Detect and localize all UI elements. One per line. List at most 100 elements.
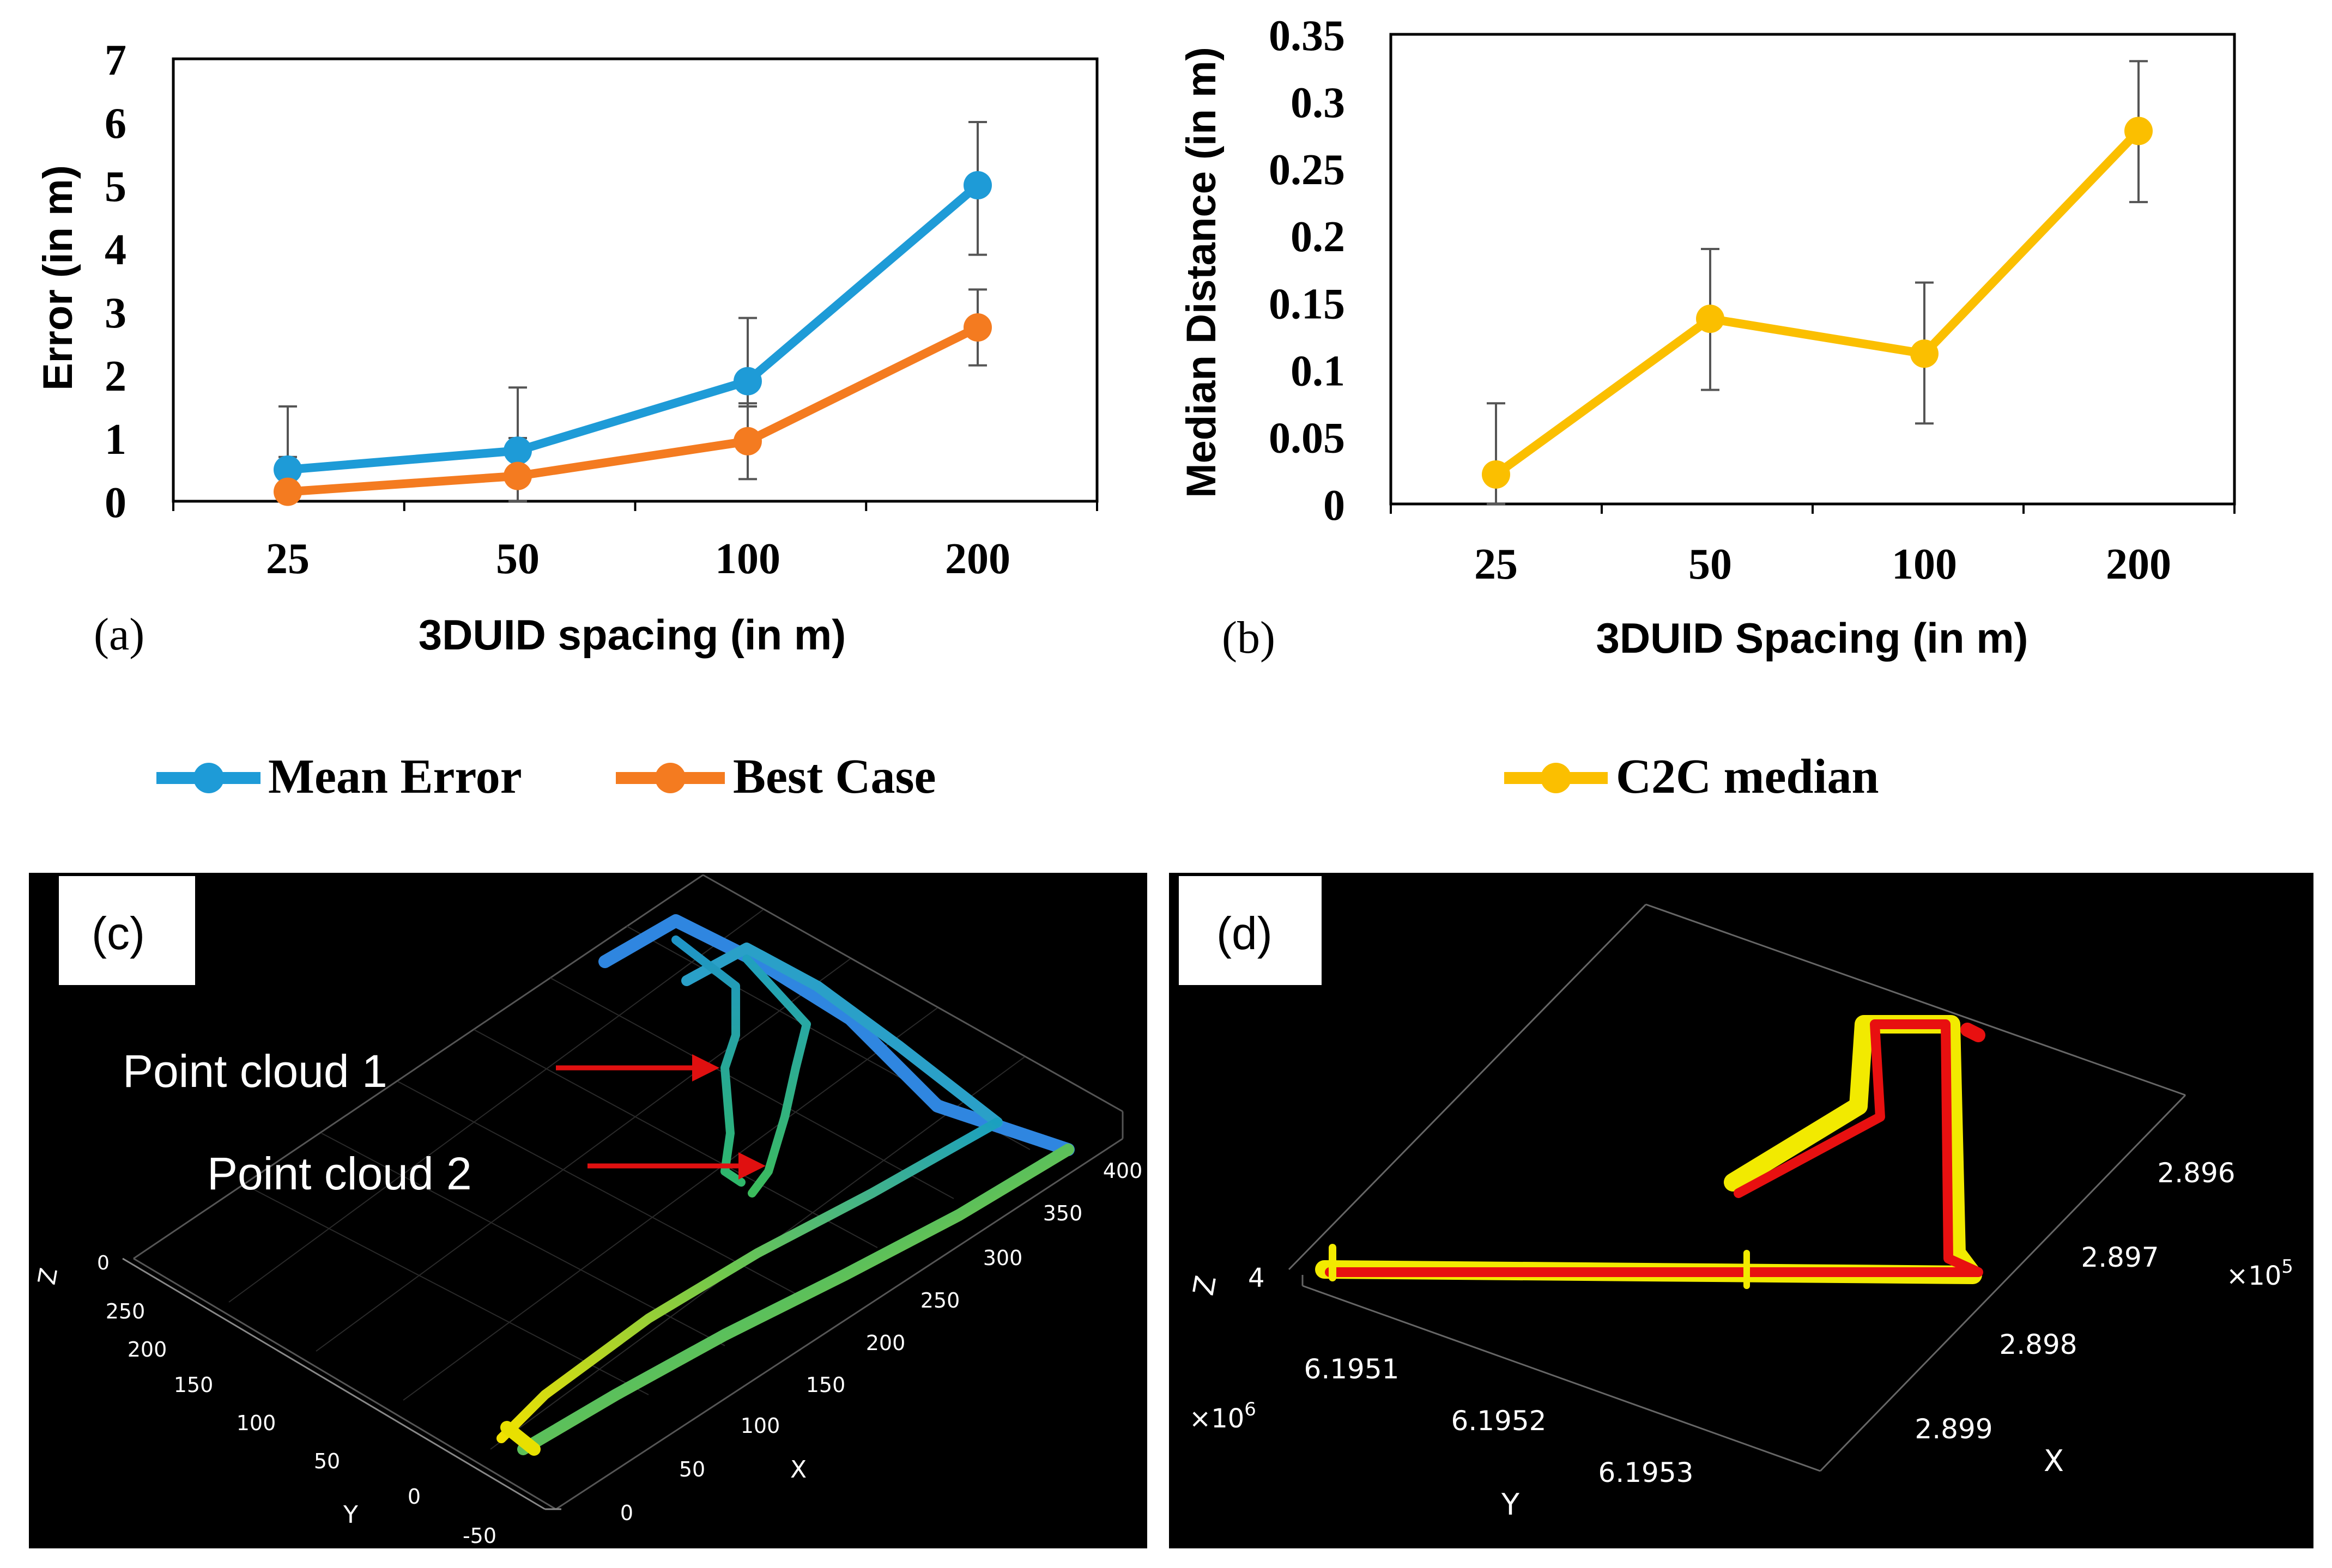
chart-a-ytick-label: 0: [105, 479, 126, 527]
chart-a-xtick-label: 50: [496, 535, 540, 583]
panel-c-x-tick-label: 300: [983, 1246, 1023, 1270]
legend-marker-c2c-median: [1541, 763, 1571, 793]
series-line-c2c-median: [1492, 126, 2143, 479]
panel-label-c-box: [59, 876, 195, 985]
panel-label-d-box: [1179, 876, 1322, 985]
chart-b-ylabel: Median Distance (in m): [1178, 47, 1225, 498]
panel-d-x-tick-label: 2.898: [1999, 1329, 2077, 1360]
annotation-arrows: [556, 1054, 766, 1180]
chart-a-ytick-label: 7: [105, 37, 126, 84]
branch-2: [742, 955, 811, 1198]
data-point-c2c-median: [1696, 305, 1724, 333]
panel-c-x-tick-label: 50: [679, 1457, 705, 1481]
panel-c-y-tick-label: 150: [174, 1373, 214, 1397]
point-cloud-plot-d: (d) Z 4 ×106 ×105 Y X 6.19516.19526.1953…: [1169, 873, 2313, 1548]
point-cloud-plot-c: Point cloud 1 Point cloud 2 (c) Z 0 Y X …: [29, 873, 1147, 1548]
chart-b-ytick-label: 0.15: [1269, 280, 1345, 328]
panel-c-x-tick-label: 350: [1043, 1201, 1083, 1225]
panel-c-y-tick-label: 100: [237, 1411, 276, 1435]
data-point-best-case: [274, 477, 302, 506]
data-point-c2c-median: [1482, 460, 1510, 489]
panel-c-y-tick-label: -50: [463, 1524, 496, 1548]
chart-a-xlabel: 3DUID spacing (in m): [419, 611, 846, 659]
annotation-point-cloud-2: Point cloud 2: [207, 1148, 472, 1199]
panel-d-x-tick-label: 2.897: [2081, 1242, 2159, 1273]
panel-c-y-tick-label: 0: [408, 1485, 421, 1509]
panel-d-y-multiplier: ×106: [1189, 1399, 1256, 1434]
data-point-c2c-median: [1910, 339, 1939, 368]
data-point-best-case: [964, 313, 992, 342]
panel-d-x-multiplier: ×105: [2226, 1256, 2293, 1291]
chart-b-ytick-label: 0.1: [1291, 348, 1345, 396]
chart-a-xtick-label: 200: [945, 535, 1010, 583]
data-point-mean-error: [964, 171, 992, 199]
legend: Mean Error Best Case C2C median: [156, 750, 1879, 804]
data-point-mean-error: [734, 367, 762, 396]
legend-label-mean-error: Mean Error: [268, 750, 522, 804]
legend-item-mean-error: Mean Error: [156, 750, 522, 804]
panel-d-x-mult-base: ×10: [2226, 1261, 2281, 1291]
chart-b-ytick-label: 0: [1323, 482, 1345, 530]
chart-b-ytick-label: 0.2: [1291, 213, 1345, 261]
panel-d-y-tick-label: 6.1951: [1304, 1353, 1400, 1385]
chart-b-xtick-label: 100: [1892, 540, 1957, 588]
panel-d-y-tick-label: 6.1953: [1598, 1457, 1694, 1488]
panel-c-axis-x: X: [790, 1456, 807, 1484]
panel-d-axis-x: X: [2044, 1444, 2064, 1478]
panel-label-c: (c): [92, 908, 145, 959]
annotation-point-cloud-1: Point cloud 1: [123, 1046, 387, 1097]
chart-b-ytick-label: 0.25: [1269, 146, 1345, 194]
data-point-mean-error: [274, 455, 302, 484]
chart-a: 0 1 2 3 4 5 6 7 25 50 100 200 Error (in m) 3DUID s…: [35, 37, 1099, 660]
series-line-best-case: [283, 323, 982, 496]
panel-d-point-clouds: [1315, 1015, 1985, 1289]
chart-a-ytick-label: 6: [105, 100, 126, 148]
panel-c-y-tick-label: 250: [106, 1299, 146, 1323]
chart-b-ytick-label: 0.05: [1269, 415, 1345, 463]
branch-1: [671, 935, 746, 1187]
panel-c-axis-y: Y: [343, 1501, 358, 1529]
chart-a-ytick-label: 1: [105, 416, 126, 464]
panel-d-y-ticks: 6.1951 6.1952 6.1953: [1304, 1353, 1694, 1488]
chart-b-xlabel: 3DUID Spacing (in m): [1596, 614, 2028, 662]
panel-label-d: (d): [1216, 908, 1273, 959]
legend-marker-mean-error: [193, 763, 224, 793]
chart-a-ytick-label: 2: [105, 353, 126, 400]
panel-c-x-tick-label: 400: [1103, 1159, 1143, 1183]
chart-b-xtick-label: 200: [2106, 540, 2171, 588]
arrow-1-head: [692, 1054, 719, 1081]
panel-d-y-mult-base: ×10: [1189, 1403, 1244, 1434]
panel-d-z-tick: 4: [1248, 1263, 1265, 1293]
chart-b-ytick-label: 0.3: [1291, 79, 1345, 127]
data-point-best-case: [734, 427, 762, 455]
panel-d-x-tick-label: 2.899: [1915, 1413, 1992, 1445]
chart-a-ylabel: Error (in m): [35, 165, 81, 391]
chart-b-ytick-label: 0.35: [1269, 12, 1345, 60]
panel-c-x-tick-label: 0: [620, 1501, 633, 1525]
point-cloud-1-trace-blue: [681, 943, 1003, 1128]
panel-d-x-tick-label: 2.896: [2157, 1157, 2235, 1189]
chart-b-xtick-label: 25: [1474, 540, 1518, 588]
panel-d-x-mult-exp: 5: [2281, 1256, 2293, 1278]
panel-c-x-tick-label: 100: [741, 1414, 780, 1438]
panel-label-a: (a): [94, 609, 144, 660]
point-cloud-paths: [496, 914, 1075, 1456]
chart-a-xtick-label: 25: [266, 535, 310, 583]
panel-d-y-tick-label: 6.1952: [1451, 1405, 1547, 1437]
panel-c-z-tick: 0: [97, 1252, 110, 1274]
panel-c-y-ticks: 250 200 150 100 50 0 -50: [106, 1299, 496, 1548]
panel-d-background: [1169, 873, 2313, 1548]
panel-d-cloud-red-2: [1960, 1023, 1985, 1042]
data-point-c2c-median: [2124, 117, 2153, 145]
panel-d-cloud-red: [1325, 1019, 1983, 1277]
point-cloud-1-trace-green: [496, 1117, 1002, 1443]
panel-c-x-tick-label: 250: [920, 1289, 960, 1312]
panel-d-x-ticks: 2.896 2.897 2.898 2.899: [1915, 1157, 2235, 1445]
chart-b: 0 0.05 0.1 0.15 0.2 0.25 0.3 0.35 25 50 100 200 Me…: [1178, 12, 2236, 663]
legend-item-best-case: Best Case: [616, 750, 936, 804]
end-segment: [500, 1421, 541, 1456]
panel-label-b: (b): [1222, 612, 1275, 663]
panel-c-x-tick-label: 150: [806, 1373, 846, 1397]
point-cloud-2-trace-blue: [598, 914, 1075, 1156]
